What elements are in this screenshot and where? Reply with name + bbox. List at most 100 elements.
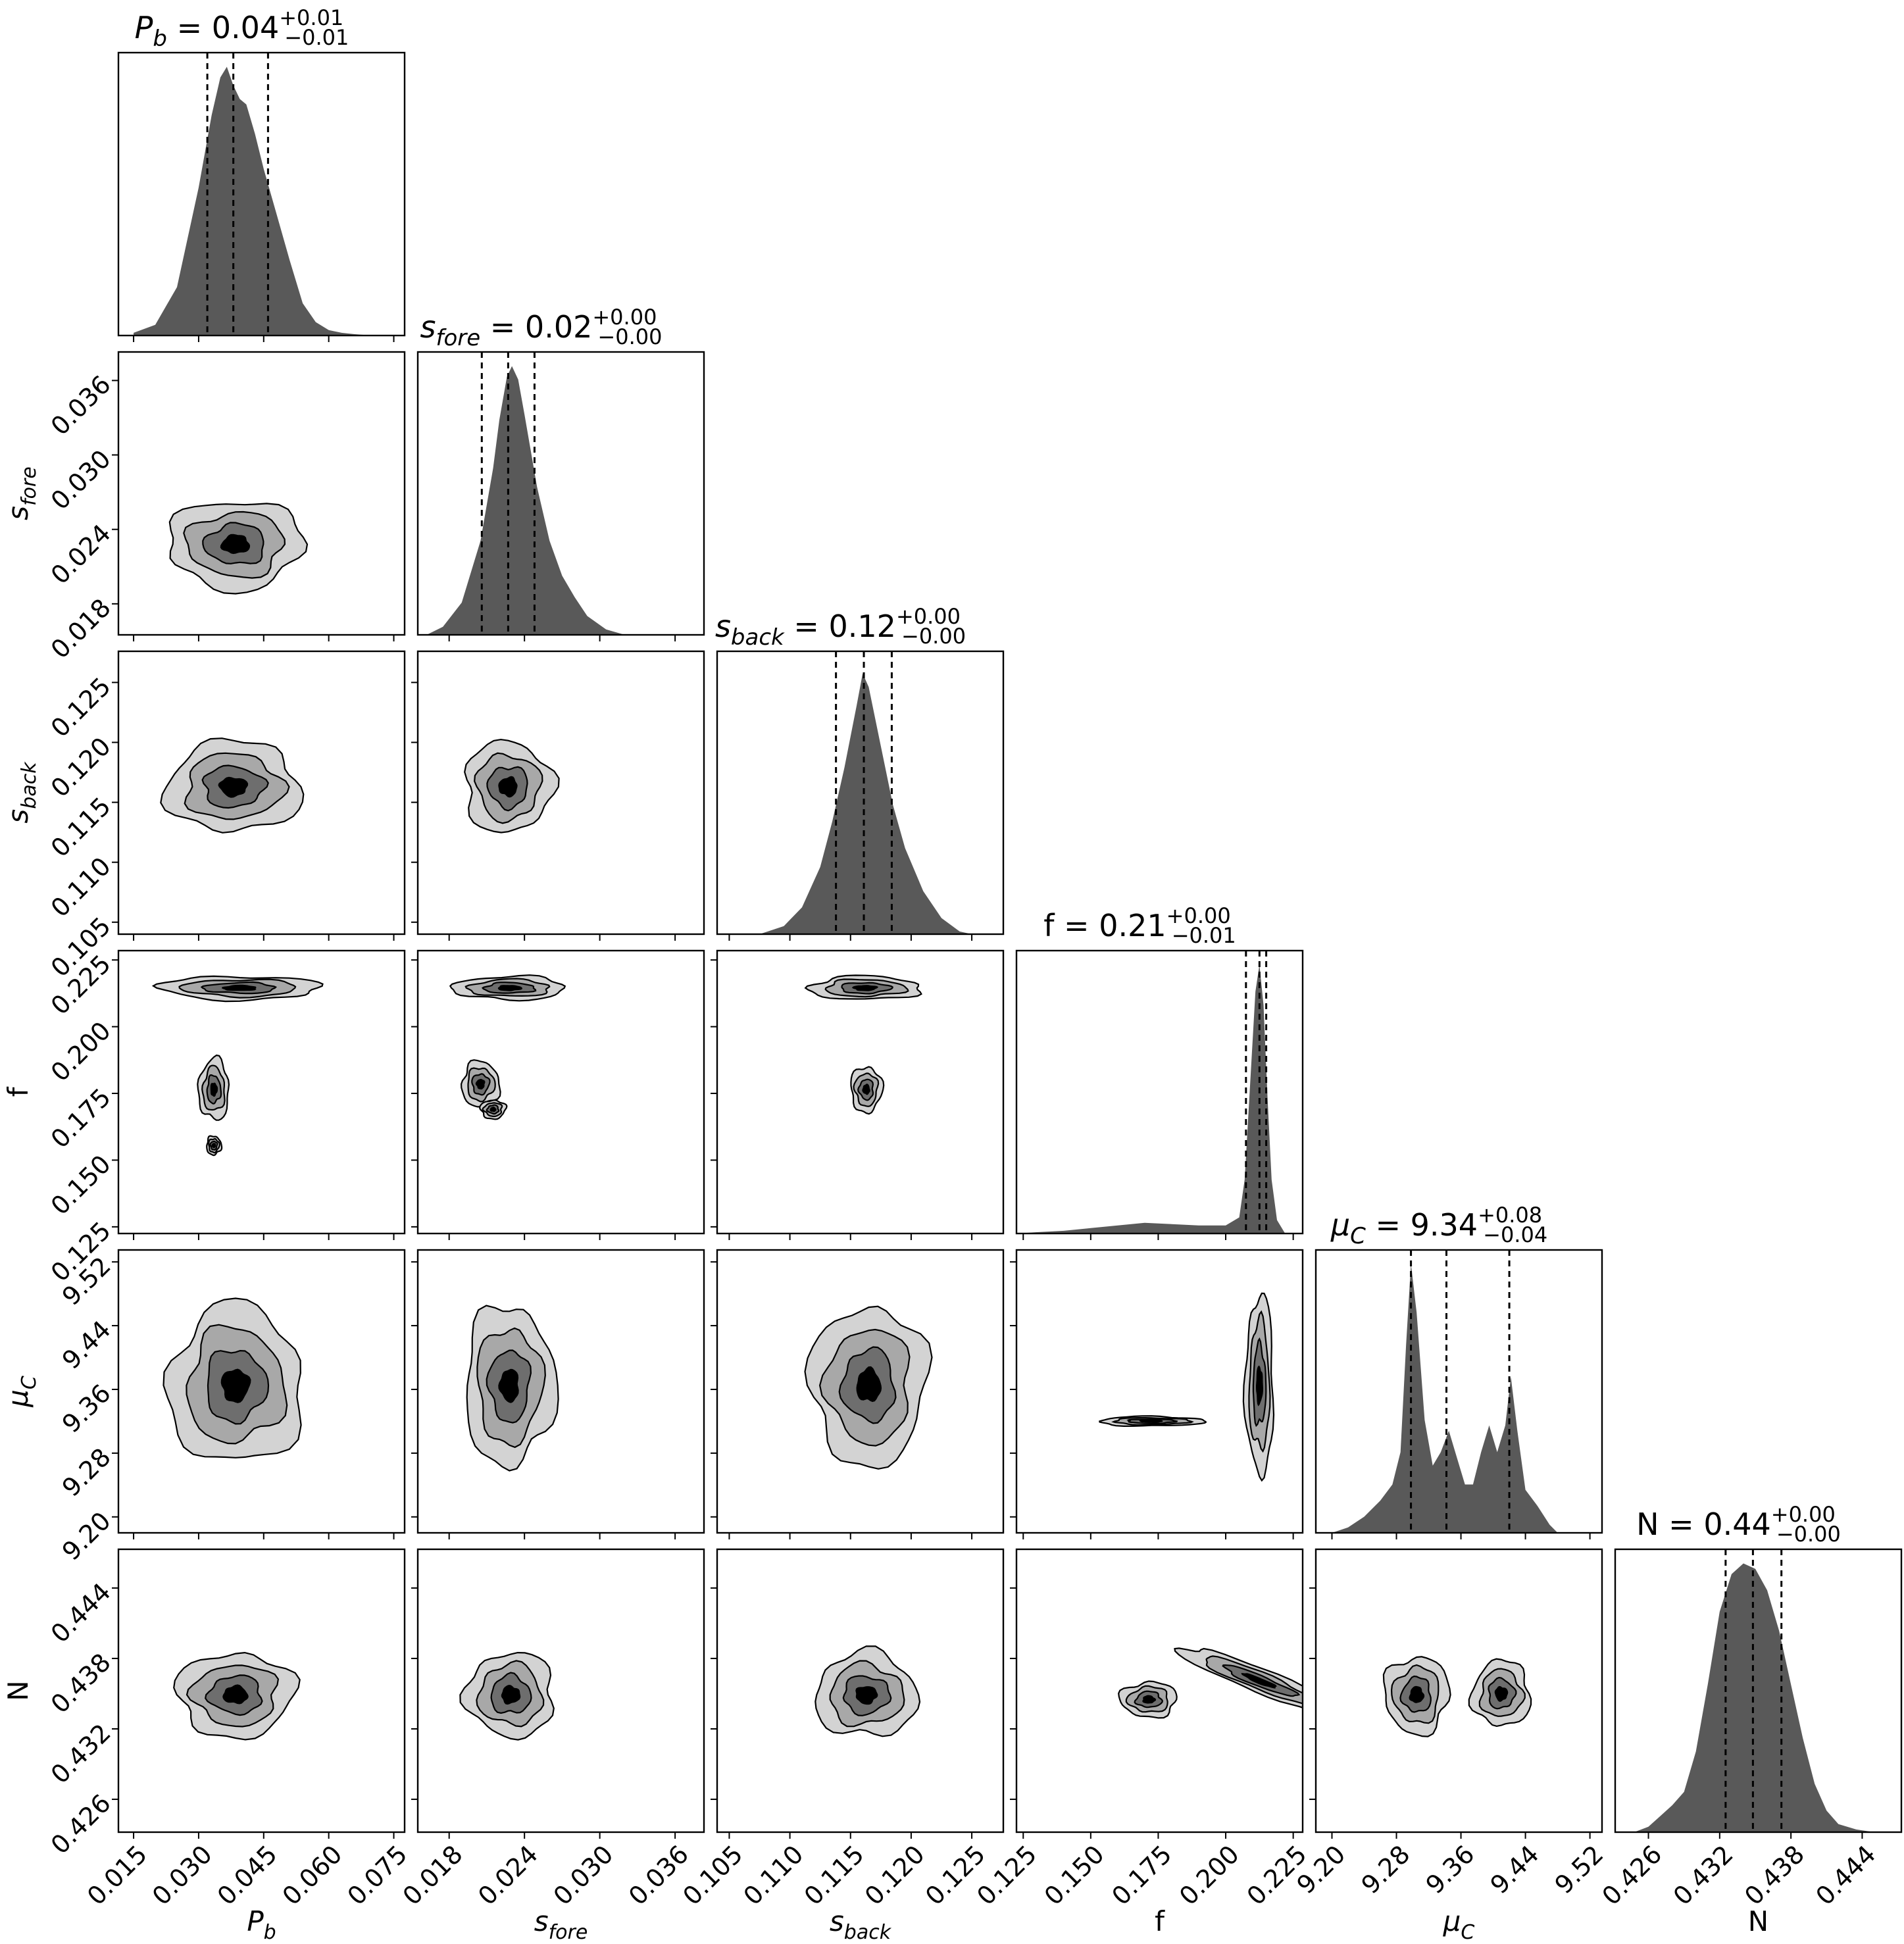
y-axis-label-sback-sub: back [18, 761, 41, 809]
x-tick-label: 0.110 [738, 1839, 809, 1910]
contour-levels [160, 737, 305, 834]
panel-frame [117, 351, 406, 636]
contour-panel-muC-vs-N [1315, 1548, 1603, 1833]
contour-level-4 [222, 1684, 249, 1705]
panel-frame-diag-N [1614, 1548, 1903, 1833]
contour-levels [151, 975, 324, 1157]
marginal-histogram-f [1016, 964, 1286, 1234]
x-tick-label: 0.015 [82, 1839, 153, 1910]
x-axis-label-Pb-sub: b [264, 1921, 276, 1944]
title-symbol-sub: b [153, 26, 167, 52]
x-axis-label-sfore-main: s [534, 1905, 549, 1937]
contour-level-4 [498, 776, 518, 798]
y-tick-label: 0.036 [45, 370, 116, 441]
x-tick-label: 0.150 [1039, 1839, 1110, 1910]
y-axis-label-muC-sub: C [18, 1376, 41, 1389]
x-tick-label: 9.44 [1485, 1839, 1545, 1899]
title-value: = 0.21 [1054, 908, 1166, 943]
panel-frame-diag-muC [1315, 1249, 1603, 1534]
y-axis-label-sfore-sub: fore [18, 466, 41, 506]
title-value: = 0.02 [480, 309, 592, 345]
contour-levels [1118, 1647, 1303, 1719]
x-tick-label: 0.200 [1174, 1839, 1245, 1910]
contour-level-4 [501, 1684, 521, 1705]
y-tick-label: 0.030 [45, 444, 116, 515]
title-value: = 0.12 [784, 609, 896, 644]
panel-frame [1015, 1249, 1304, 1534]
panel-frame [1015, 1548, 1304, 1833]
y-axis-label-muC: μC [2, 1376, 41, 1408]
x-tick-label: 0.444 [1810, 1839, 1881, 1910]
title-plus: +0.00 [592, 305, 657, 330]
panel-frame [117, 1249, 406, 1534]
y-tick-label: 0.200 [45, 1016, 116, 1087]
x-tick-label: 0.438 [1739, 1839, 1810, 1910]
x-tick-label: 9.36 [1420, 1839, 1480, 1899]
title-symbol-sub: fore [436, 325, 480, 351]
contour-panel-Pb-vs-sback [117, 650, 406, 935]
y-axis-label-sback: sback [2, 761, 41, 824]
x-tick-label: 0.045 [212, 1839, 283, 1910]
ticks-3-3 [1022, 1234, 1294, 1240]
contour-levels [163, 1297, 302, 1458]
contour-panel-f-vs-muC [1015, 1249, 1304, 1534]
x-tick-labels-sfore: 0.018 0.024 0.030 0.036 sfore [397, 1839, 694, 1944]
y-axis-label-sfore-main: s [2, 506, 34, 520]
marginal-Pb: Pb = 0.04+0.01 −0.01 [117, 5, 406, 337]
ticks-0-0 [133, 336, 395, 342]
x-axis-label-f: f [1155, 1905, 1165, 1937]
x-tick-label: 0.175 [1106, 1839, 1177, 1910]
y-tick-label: 0.018 [45, 593, 116, 664]
title-plus: +0.00 [896, 604, 961, 629]
contour-level-4 [1409, 1685, 1425, 1703]
y-tick-label: 9.20 [57, 1507, 116, 1566]
contour-levels [804, 1305, 933, 1470]
ticks-5-2 [711, 1587, 973, 1839]
ticks-2-2 [728, 934, 973, 941]
x-tick-label: 0.060 [277, 1839, 348, 1910]
ticks-2-0 [112, 682, 395, 941]
marginal-histogram-Pb [134, 66, 372, 336]
y-axis-label-f-main: f [2, 1086, 34, 1097]
ticks-4-3 [1010, 1261, 1294, 1539]
x-tick-label: 0.030 [548, 1839, 619, 1910]
panel-frame [716, 949, 1005, 1235]
ticks-4-4 [1331, 1533, 1591, 1539]
contour-level-4 [220, 534, 251, 555]
contour-levels [1099, 1292, 1275, 1482]
ticks-4-0 [112, 1261, 395, 1539]
contour-levels [804, 974, 922, 1115]
contour-level-4 [1494, 1685, 1509, 1702]
contour-level-4 [855, 1686, 878, 1705]
panel-frame-diag-Pb [117, 51, 406, 337]
contour-panel-sfore-vs-f [416, 949, 705, 1235]
marginal-title-f: f = 0.21+0.00 −0.01 [1043, 903, 1236, 948]
x-tick-label: 0.115 [799, 1839, 870, 1910]
ticks-5-5 [1647, 1832, 1863, 1839]
contour-levels [466, 1305, 559, 1472]
panel-frame [1315, 1548, 1603, 1833]
contour-level-4 [489, 1106, 497, 1112]
contour-levels [449, 974, 566, 1120]
title-symbol: N [1636, 1507, 1659, 1542]
y-tick-label: 0.125 [45, 672, 116, 743]
marginal-histogram-sfore [426, 366, 625, 635]
x-tick-label: 0.075 [341, 1839, 413, 1910]
title-plus: +0.00 [1166, 903, 1231, 928]
title-symbol: s [715, 609, 731, 644]
panel-frame-diag-sback [716, 650, 1005, 935]
y-tick-label: 0.444 [45, 1578, 116, 1649]
x-axis-label-f-main: f [1155, 1905, 1165, 1937]
y-axis-label-muC-main: μ [2, 1389, 34, 1408]
marginal-muC: μC = 9.34+0.08 −0.04 [1315, 1203, 1603, 1534]
title-symbol-sub: C [1350, 1223, 1366, 1249]
x-tick-labels-N: 0.426 0.432 0.438 0.444 N [1596, 1839, 1881, 1937]
marginal-title-muC: μC = 9.34+0.08 −0.04 [1330, 1203, 1547, 1249]
contour-level-4 [1139, 1419, 1163, 1424]
x-axis-label-sback: sback [830, 1905, 892, 1944]
